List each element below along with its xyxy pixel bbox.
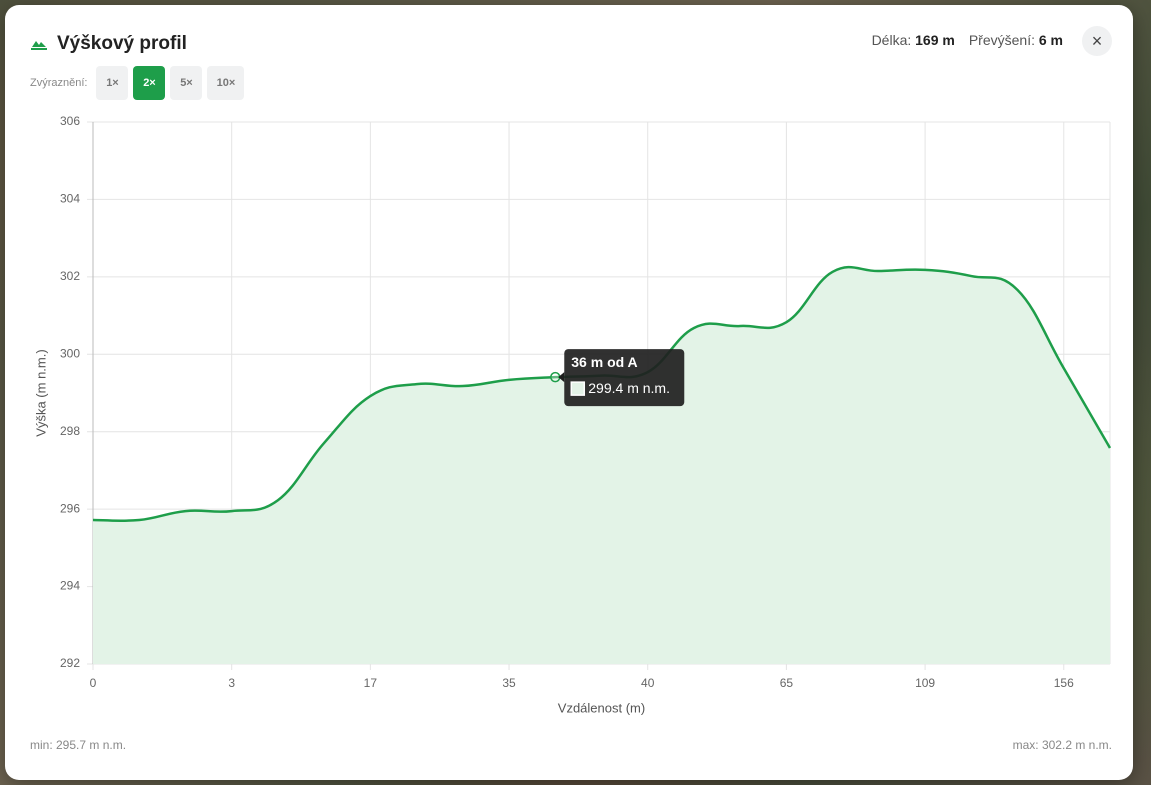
exaggeration: Zvýraznění: 1× 2× 5× 10× — [30, 66, 245, 100]
title-row: Výškový profil — [31, 33, 187, 55]
y-tick-label: 298 — [60, 424, 80, 438]
close-button[interactable]: × — [1082, 26, 1112, 56]
tooltip-caret — [558, 372, 565, 383]
x-tick-label: 40 — [641, 676, 655, 690]
exaggeration-option[interactable]: 5× — [170, 66, 203, 100]
length-value: 169 m — [915, 32, 955, 48]
tooltip-swatch — [570, 381, 586, 396]
exaggeration-option[interactable]: 2× — [133, 66, 166, 100]
x-tick-label: 109 — [915, 676, 935, 690]
chart: 292 294 296 298 300 302 304 306 0 3 17 35 40 65 109 156… — [33, 114, 1112, 715]
y-tick-label: 300 — [60, 346, 80, 360]
max-elevation: max: 302.2 m n.m. — [1012, 738, 1112, 752]
y-tick-label: 304 — [60, 192, 80, 206]
x-axis-title: Vzdálenost (m) — [558, 700, 645, 715]
stats: Délka: 169 m Převýšení: 6 m — [872, 32, 1063, 48]
x-tick-label: 156 — [1054, 676, 1074, 690]
exaggeration-option[interactable]: 1× — [96, 66, 129, 100]
x-tick-label: 17 — [364, 676, 378, 690]
rise-value: 6 m — [1038, 32, 1063, 48]
y-tick-label: 292 — [60, 656, 80, 670]
tooltip: 36 m od A 299.4 m n.m. — [558, 349, 685, 407]
y-tick-label: 306 — [60, 114, 80, 128]
y-axis-title: Výška (m n.m.) — [33, 349, 48, 436]
y-tick-label: 294 — [60, 579, 80, 593]
x-tick-label: 0 — [90, 676, 97, 690]
y-tick-label: 302 — [60, 269, 80, 283]
tooltip-title: 36 m od A — [571, 354, 637, 370]
tooltip-box — [564, 349, 685, 407]
title: Výškový profil — [57, 33, 187, 54]
tooltip-label: 299.4 m n.m. — [588, 380, 670, 396]
area — [93, 267, 1110, 664]
length-label: Délka: — [871, 32, 912, 48]
x-tick-label: 3 — [228, 676, 235, 690]
mountain-icon — [31, 41, 47, 50]
exaggeration-label: Zvýraznění: — [30, 77, 88, 89]
length: Délka: 169 m — [872, 32, 955, 48]
exaggeration-option[interactable]: 10× — [207, 66, 245, 100]
x-tick-label: 65 — [780, 676, 794, 690]
profile-modal: 292 294 296 298 300 302 304 306 0 3 17 35 40 65 109 156… — [5, 5, 1133, 780]
y-tick-label: 296 — [60, 501, 80, 515]
x-tick-label: 35 — [502, 676, 516, 690]
rise-label: Převýšení: — [968, 32, 1035, 48]
min-elevation: min: 295.7 m n.m. — [30, 738, 127, 752]
rise: Převýšení: 6 m — [969, 32, 1063, 48]
